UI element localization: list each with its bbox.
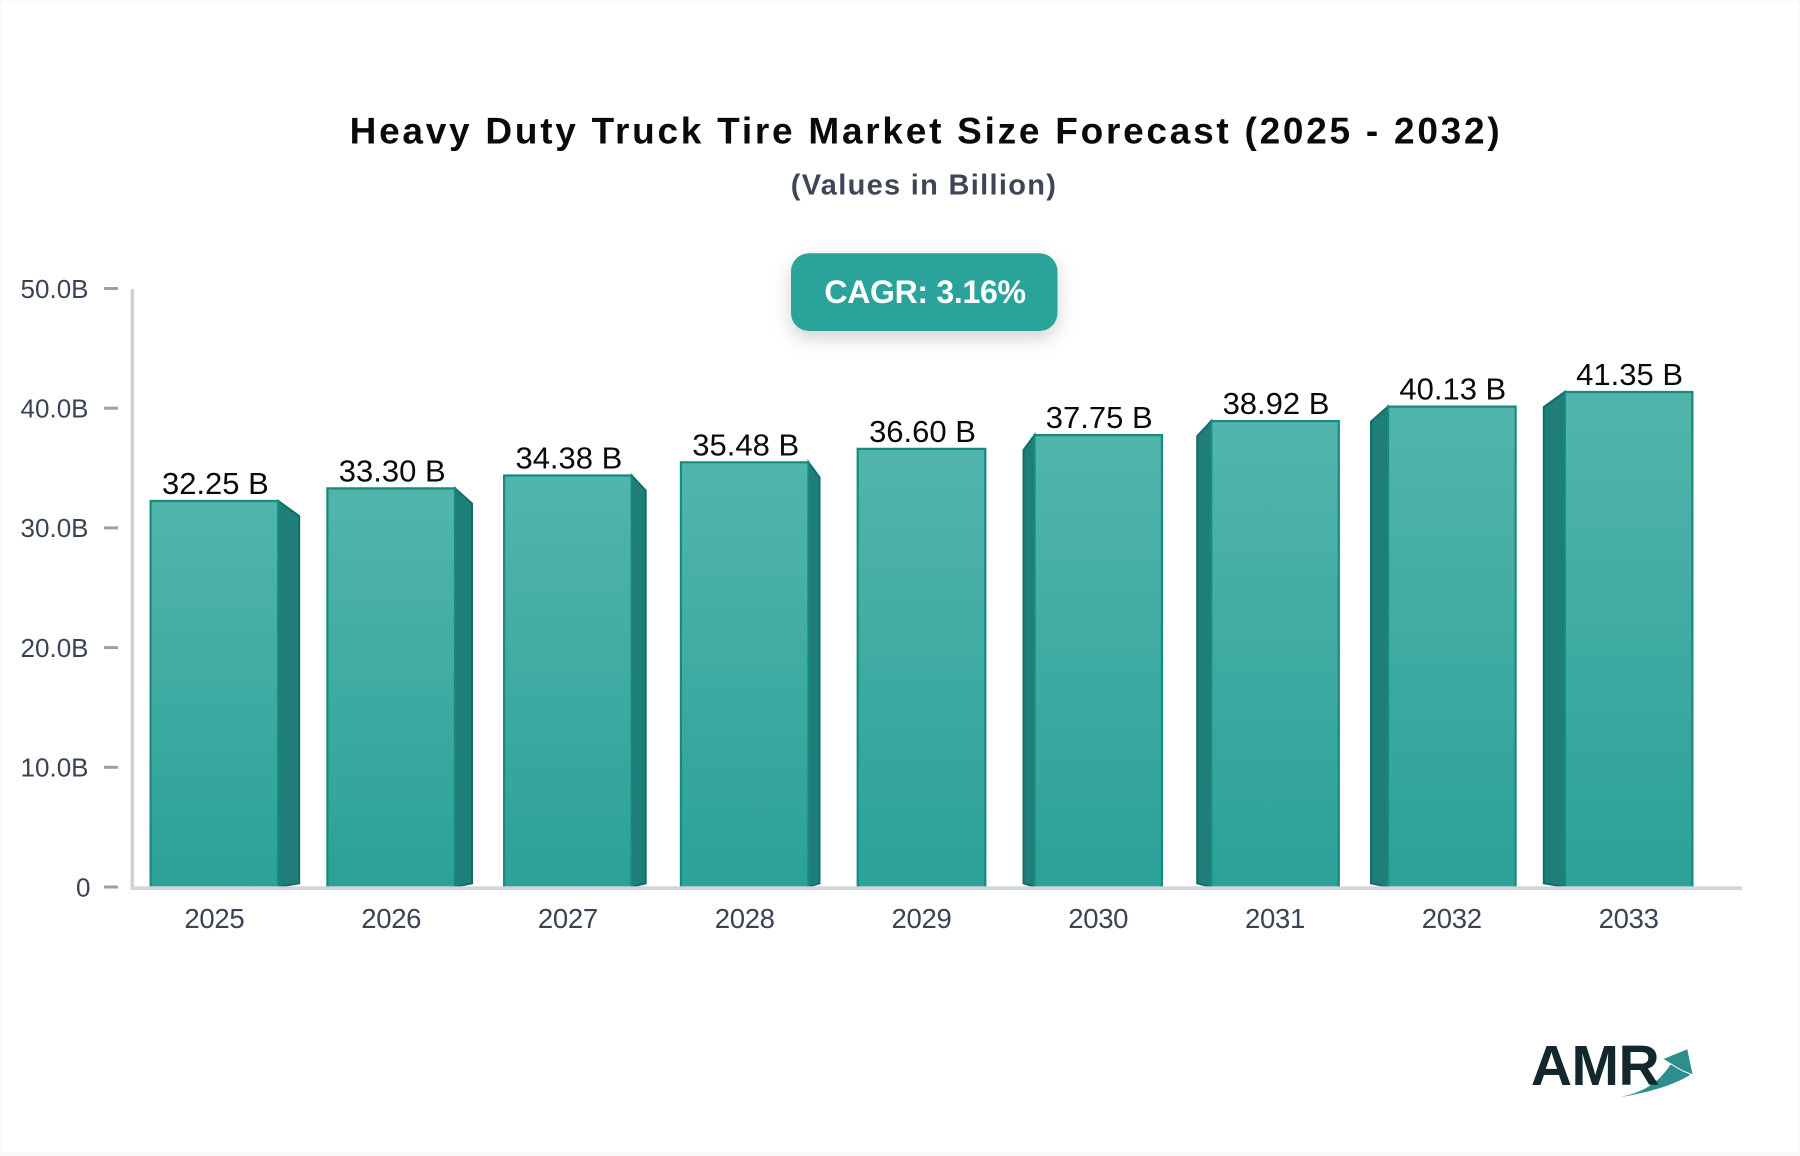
- svg-text:34.38 B: 34.38 B: [515, 441, 622, 476]
- svg-text:0: 0: [76, 872, 90, 902]
- svg-text:2030: 2030: [1068, 903, 1128, 934]
- svg-text:40.0B: 40.0B: [21, 394, 89, 424]
- svg-text:2033: 2033: [1599, 903, 1659, 934]
- svg-text:2032: 2032: [1422, 903, 1482, 934]
- svg-text:Heavy Duty Truck Tire Market S: Heavy Duty Truck Tire Market Size Foreca…: [350, 111, 1503, 152]
- svg-text:2031: 2031: [1245, 903, 1305, 934]
- svg-text:35.48 B: 35.48 B: [692, 427, 799, 462]
- svg-text:2029: 2029: [892, 903, 952, 934]
- svg-text:2027: 2027: [538, 903, 598, 934]
- svg-text:20.0B: 20.0B: [21, 633, 89, 663]
- svg-text:38.92 B: 38.92 B: [1223, 386, 1330, 421]
- svg-text:37.75 B: 37.75 B: [1046, 400, 1153, 435]
- svg-text:30.0B: 30.0B: [21, 513, 89, 543]
- svg-text:2025: 2025: [184, 903, 244, 934]
- svg-text:2028: 2028: [715, 903, 775, 934]
- svg-text:36.60 B: 36.60 B: [869, 414, 976, 449]
- svg-text:10.0B: 10.0B: [21, 753, 89, 783]
- svg-text:(Values in Billion): (Values in Billion): [791, 170, 1057, 202]
- svg-text:41.35 B: 41.35 B: [1576, 357, 1683, 392]
- svg-text:32.25 B: 32.25 B: [162, 466, 269, 501]
- svg-text:33.30 B: 33.30 B: [339, 453, 446, 488]
- svg-text:40.13 B: 40.13 B: [1399, 372, 1506, 407]
- svg-text:CAGR: 3.16%: CAGR: 3.16%: [824, 274, 1025, 310]
- svg-text:50.0B: 50.0B: [21, 274, 89, 304]
- svg-text:2026: 2026: [361, 903, 421, 934]
- svg-text:AMR: AMR: [1531, 1034, 1659, 1098]
